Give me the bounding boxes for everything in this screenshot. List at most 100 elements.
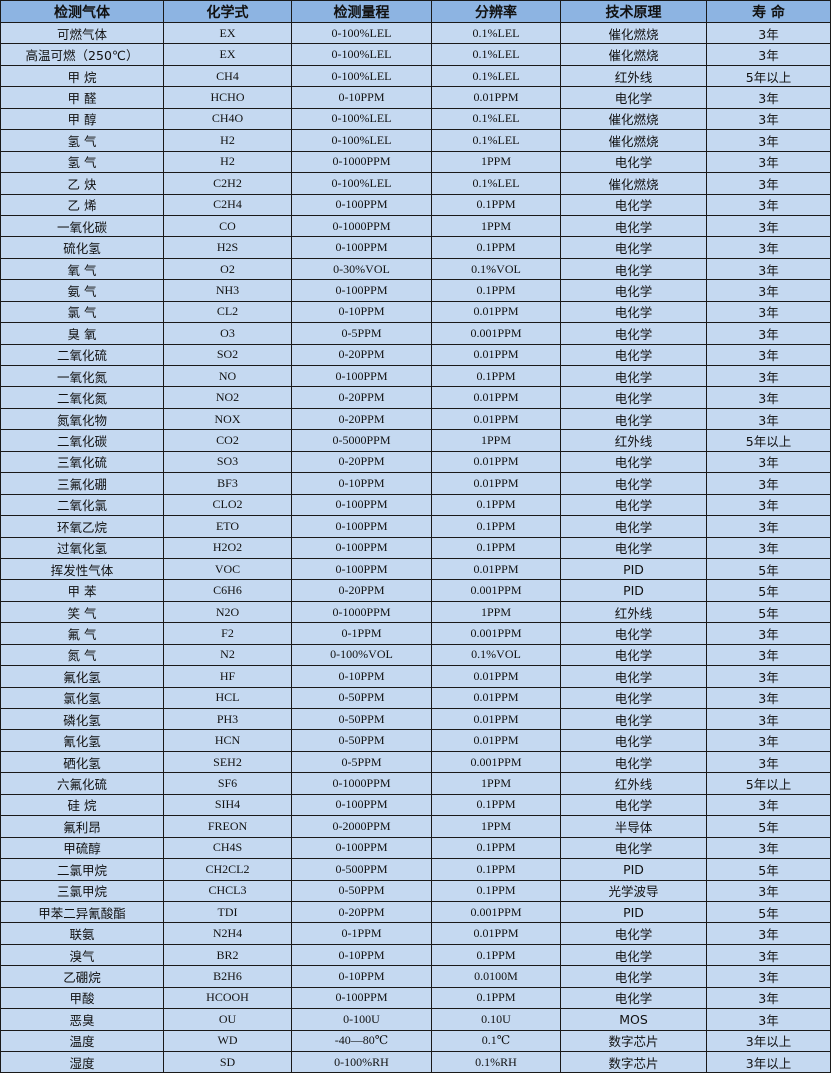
table-row: 三氟化硼 BF3 0-10PPM 0.01PPM 电化学 3年 [0, 472, 831, 495]
cell-formula: C2H4 [163, 193, 292, 216]
cell-gas: 臭 氧 [0, 322, 164, 345]
cell-gas: 二氧化氯 [0, 493, 164, 517]
cell-gas: 甲 烷 [0, 64, 164, 88]
cell-lifetime: 5年以上 [706, 429, 831, 452]
cell-resolution: 0.1PPM [431, 836, 561, 860]
cell-gas: 氮 气 [0, 643, 164, 667]
cell-gas: 乙 烯 [0, 193, 164, 216]
cell-gas: 恶臭 [0, 1008, 164, 1031]
cell-gas: 一氧化碳 [0, 214, 164, 238]
cell-formula: C6H6 [163, 579, 292, 602]
cell-resolution: 0.01PPM [431, 557, 561, 581]
cell-formula: CH4O [163, 107, 292, 131]
cell-gas: 笑 气 [0, 600, 164, 624]
table-row: 氮 气 N2 0-100%VOL 0.1%VOL 电化学 3年 [0, 643, 831, 667]
cell-lifetime: 3年 [706, 43, 831, 66]
cell-formula: O3 [163, 322, 292, 345]
cell-formula: H2 [163, 150, 292, 174]
table-row: 可燃气体 EX 0-100%LEL 0.1%LEL 催化燃烧 3年 [0, 21, 831, 45]
cell-principle: MOS [560, 1008, 707, 1031]
cell-range: 0-1000PPM [291, 150, 432, 174]
table-body: 可燃气体 EX 0-100%LEL 0.1%LEL 催化燃烧 3年 高温可燃（250℃） EX… [0, 21, 831, 1074]
cell-principle: 催化燃烧 [560, 129, 707, 152]
cell-resolution: 0.10U [431, 1008, 561, 1031]
cell-lifetime: 3年 [706, 515, 831, 538]
cell-range: 0-50PPM [291, 879, 432, 902]
cell-lifetime: 5年以上 [706, 772, 831, 795]
cell-range: 0-100PPM [291, 364, 432, 388]
cell-range: 0-100PPM [291, 536, 432, 559]
cell-gas: 二氯甲烷 [0, 858, 164, 881]
cell-principle: 电化学 [560, 707, 707, 731]
table-row: 硒化氢 SEH2 0-5PPM 0.001PPM 电化学 3年 [0, 750, 831, 774]
cell-principle: 电化学 [560, 450, 707, 474]
cell-resolution: 0.1%VOL [431, 643, 561, 667]
cell-lifetime: 3年 [706, 965, 831, 988]
cell-principle: PID [560, 579, 707, 602]
cell-formula: PH3 [163, 707, 292, 731]
cell-resolution: 0.001PPM [431, 579, 561, 602]
cell-resolution: 0.1PPM [431, 279, 561, 302]
cell-range: 0-100PPM [291, 793, 432, 817]
cell-range: 0-5000PPM [291, 429, 432, 452]
table-row: 氯 气 CL2 0-10PPM 0.01PPM 电化学 3年 [0, 300, 831, 324]
table-row: 温度 WD -40—80℃ 0.1℃ 数字芯片 3年以上 [0, 1029, 831, 1053]
cell-formula: SO2 [163, 343, 292, 367]
table-row: 二氧化硫 SO2 0-20PPM 0.01PPM 电化学 3年 [0, 343, 831, 367]
cell-range: 0-100%LEL [291, 129, 432, 152]
cell-principle: 电化学 [560, 665, 707, 688]
cell-principle: 电化学 [560, 793, 707, 817]
cell-range: 0-100PPM [291, 557, 432, 581]
cell-principle: 电化学 [560, 536, 707, 559]
cell-range: 0-100%VOL [291, 643, 432, 667]
cell-gas: 氟 气 [0, 622, 164, 645]
cell-range: 0-20PPM [291, 386, 432, 409]
cell-resolution: 0.001PPM [431, 750, 561, 774]
cell-principle: 数字芯片 [560, 1029, 707, 1053]
cell-gas: 联氨 [0, 922, 164, 945]
cell-formula: H2 [163, 129, 292, 152]
table-row: 氟利昂 FREON 0-2000PPM 1PPM 半导体 5年 [0, 815, 831, 838]
cell-resolution: 0.1PPM [431, 493, 561, 517]
cell-range: 0-10PPM [291, 300, 432, 324]
cell-resolution: 0.001PPM [431, 900, 561, 924]
cell-principle: 电化学 [560, 407, 707, 431]
cell-range: 0-1000PPM [291, 214, 432, 238]
cell-lifetime: 5年 [706, 600, 831, 624]
cell-principle: 电化学 [560, 86, 707, 109]
table-row: 高温可燃（250℃） EX 0-100%LEL 0.1%LEL 催化燃烧 3年 [0, 43, 831, 66]
table-row: 甲酸 HCOOH 0-100PPM 0.1PPM 电化学 3年 [0, 986, 831, 1010]
cell-gas: 一氧化氮 [0, 364, 164, 388]
cell-gas: 氟化氢 [0, 665, 164, 688]
cell-principle: 电化学 [560, 214, 707, 238]
cell-formula: N2H4 [163, 922, 292, 945]
cell-formula: B2H6 [163, 965, 292, 988]
cell-resolution: 0.01PPM [431, 407, 561, 431]
table-row: 氢 气 H2 0-1000PPM 1PPM 电化学 3年 [0, 150, 831, 174]
cell-principle: 电化学 [560, 622, 707, 645]
table-row: 氯化氢 HCL 0-50PPM 0.01PPM 电化学 3年 [0, 686, 831, 710]
cell-range: 0-100%LEL [291, 64, 432, 88]
cell-lifetime: 3年 [706, 300, 831, 324]
cell-lifetime: 3年 [706, 450, 831, 474]
cell-resolution: 0.01PPM [431, 686, 561, 710]
cell-range: -40—80℃ [291, 1029, 432, 1053]
cell-formula: NO2 [163, 386, 292, 409]
cell-principle: 电化学 [560, 515, 707, 538]
cell-resolution: 0.01PPM [431, 86, 561, 109]
cell-formula: BR2 [163, 943, 292, 967]
cell-gas: 硅 烷 [0, 793, 164, 817]
cell-resolution: 0.1PPM [431, 879, 561, 902]
cell-lifetime: 3年 [706, 236, 831, 259]
cell-lifetime: 3年 [706, 879, 831, 902]
cell-principle: 电化学 [560, 922, 707, 945]
cell-principle: 电化学 [560, 300, 707, 324]
table-row: 氟化氢 HF 0-10PPM 0.01PPM 电化学 3年 [0, 665, 831, 688]
cell-range: 0-5PPM [291, 322, 432, 345]
cell-gas: 甲 醛 [0, 86, 164, 109]
cell-range: 0-20PPM [291, 450, 432, 474]
cell-range: 0-50PPM [291, 686, 432, 710]
table-row: 氰化氢 HCN 0-50PPM 0.01PPM 电化学 3年 [0, 729, 831, 752]
header-lifetime: 寿 命 [706, 0, 831, 23]
